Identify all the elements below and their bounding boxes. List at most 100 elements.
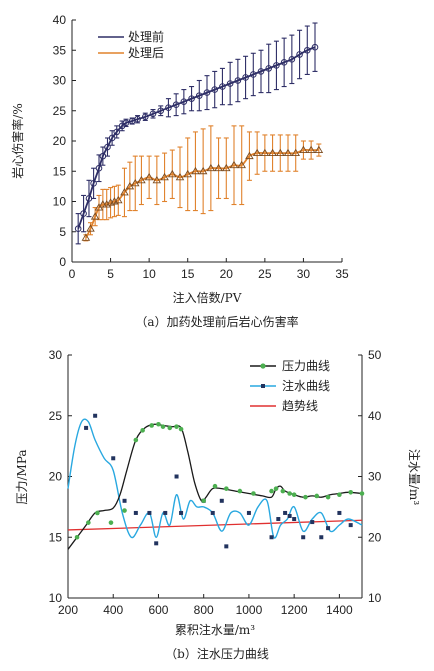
water-point — [319, 535, 324, 540]
pressure-point — [314, 493, 320, 499]
y-tick-label-b: 20 — [49, 470, 63, 484]
water-point — [111, 456, 116, 461]
pressure-point — [359, 491, 365, 496]
water-point — [163, 510, 168, 515]
x-tick-label-b: 1200 — [281, 603, 308, 617]
data-point — [90, 180, 97, 187]
water-point — [246, 510, 251, 515]
data-point — [130, 178, 140, 187]
legend-b-label-trend: 趋势线 — [282, 399, 318, 413]
data-point — [226, 80, 234, 87]
water-point — [310, 520, 315, 525]
water-point — [301, 535, 306, 540]
data-point — [252, 148, 262, 157]
pressure-point — [303, 494, 308, 500]
water-point — [276, 517, 281, 522]
data-point — [74, 225, 82, 233]
pressure-point — [156, 421, 161, 427]
water-point — [154, 541, 159, 546]
water-point — [84, 425, 89, 430]
data-point — [229, 160, 239, 169]
pressure-point — [224, 486, 229, 491]
data-point — [242, 74, 249, 81]
y-tick-label-a: 25 — [53, 104, 67, 118]
water-point — [287, 513, 292, 518]
pressure-point — [325, 494, 331, 500]
legend-a-label-before: 处理前 — [128, 29, 164, 44]
data-point — [81, 233, 91, 241]
y2-tick-label-b: 50 — [368, 348, 382, 362]
data-point — [137, 175, 146, 184]
x-tick-label-b: 400 — [103, 603, 123, 617]
data-point — [180, 98, 188, 105]
water-point — [122, 498, 127, 503]
data-point — [195, 92, 203, 99]
water-point — [219, 498, 224, 503]
water-point — [224, 544, 229, 549]
legend-a: 处理前 处理后 — [98, 29, 164, 60]
y-tick-label-a: 10 — [53, 195, 67, 209]
water-point — [348, 523, 353, 528]
data-point — [206, 163, 216, 172]
pressure-point — [86, 520, 91, 525]
water-point — [174, 474, 179, 479]
pressure-point — [251, 491, 256, 496]
data-point — [268, 148, 277, 157]
y-tick-label-a: 40 — [53, 13, 67, 27]
data-point — [276, 148, 285, 157]
x-tick-label-a: 20 — [220, 267, 234, 281]
legend-b-label-water: 注水曲线 — [282, 378, 330, 393]
y-tick-label-b: 15 — [49, 530, 63, 544]
pressure-point — [108, 520, 114, 525]
pressure-point — [287, 491, 292, 496]
ylabel-a: 岩心伤害率/% — [10, 103, 25, 178]
caption-a: （a）加药处理前后岩心伤害率 — [135, 314, 298, 329]
data-point — [168, 169, 177, 178]
legend-b-marker-pressure — [260, 363, 266, 369]
x-tick-label-a: 35 — [335, 267, 349, 281]
data-point — [306, 145, 316, 154]
y-tick-label-a: 0 — [59, 255, 66, 269]
y2label-b: 注水量/m³ — [407, 449, 422, 505]
data-point — [280, 59, 288, 66]
data-point — [273, 62, 280, 69]
data-point — [303, 46, 311, 54]
x-tick-label-b: 1000 — [236, 603, 263, 617]
pressure-point — [149, 423, 154, 428]
water-point — [133, 510, 138, 515]
pressure-point — [237, 488, 243, 494]
x-tick-label-b: 200 — [58, 603, 78, 617]
x-tick-label-a: 25 — [258, 267, 272, 281]
data-point — [288, 56, 296, 63]
pressure-point — [122, 508, 127, 513]
data-point — [311, 43, 319, 51]
data-point — [144, 172, 154, 181]
water-point — [210, 510, 215, 515]
data-point — [291, 148, 300, 157]
legend-b-label-pressure: 压力曲线 — [282, 359, 330, 373]
data-point — [134, 115, 141, 123]
water-point — [93, 413, 98, 418]
data-point — [222, 163, 231, 172]
data-point — [149, 110, 157, 118]
data-point — [234, 77, 242, 84]
pressure-point — [269, 488, 274, 494]
pressure-point — [140, 428, 145, 433]
y-tick-label-a: 5 — [59, 225, 66, 239]
legend-a-label-after: 处理后 — [128, 46, 164, 60]
data-point — [160, 172, 169, 181]
pressure-point — [273, 486, 279, 491]
pressure-point — [133, 437, 139, 443]
data-point — [157, 107, 165, 115]
data-point — [219, 83, 226, 90]
data-point — [260, 148, 270, 157]
data-point — [172, 101, 180, 108]
data-point — [99, 152, 107, 160]
x-tick-label-b: 600 — [148, 603, 168, 617]
y-tick-label-a: 30 — [53, 74, 67, 88]
data-point — [95, 164, 103, 172]
water-curve — [67, 418, 363, 539]
xlabel-a: 注入倍数/PV — [173, 290, 242, 305]
data-point — [249, 71, 257, 78]
data-point — [183, 169, 192, 178]
